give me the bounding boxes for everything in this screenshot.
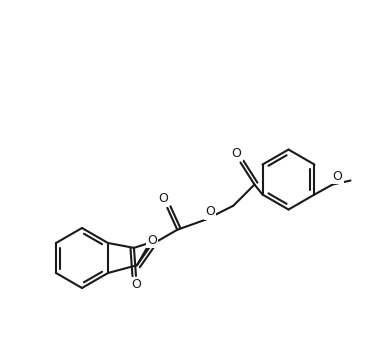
Text: O: O [333, 170, 343, 183]
Text: O: O [232, 147, 242, 160]
Text: O: O [205, 205, 215, 218]
Text: O: O [131, 278, 141, 291]
Text: O: O [147, 234, 157, 247]
Text: O: O [158, 192, 168, 205]
